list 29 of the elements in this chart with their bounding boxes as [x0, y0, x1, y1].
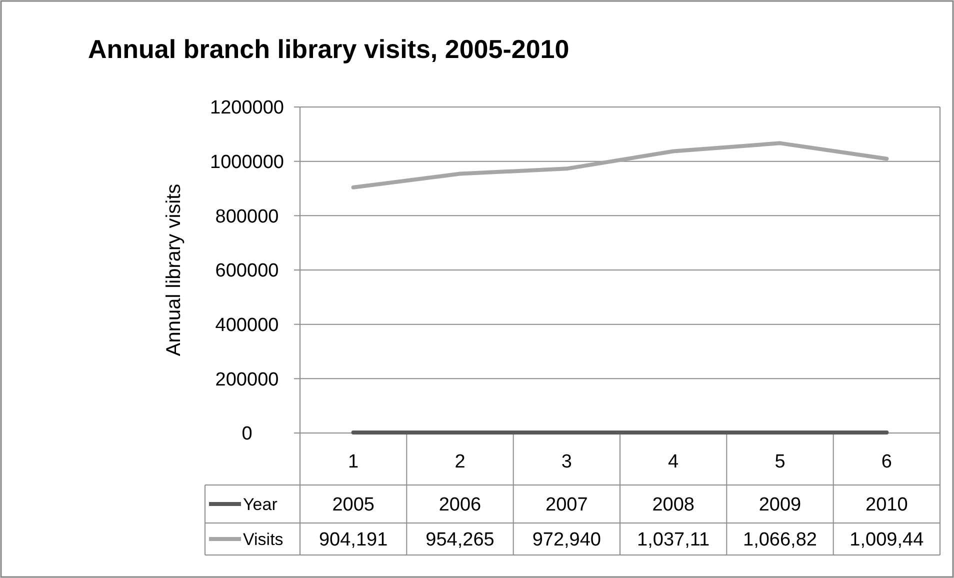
- chart-title: Annual branch library visits, 2005-2010: [88, 34, 570, 64]
- data-label: 972,940: [532, 530, 602, 551]
- data-label: 1,009,44: [850, 530, 924, 551]
- legend-label: Year: [243, 494, 278, 514]
- data-label: 2009: [758, 494, 802, 516]
- x-tick-label: 6: [881, 452, 892, 473]
- data-label: 1,066,82: [743, 530, 817, 551]
- y-tick-label: 800000: [215, 206, 279, 228]
- y-tick-label: 1200000: [210, 98, 284, 119]
- y-axis-title: Annual library visits: [163, 184, 185, 356]
- data-label: 2005: [332, 494, 374, 516]
- data-label: 954,265: [426, 530, 494, 551]
- data-label: 904,191: [318, 530, 388, 551]
- data-label: 2007: [546, 494, 588, 516]
- data-label: 2010: [866, 494, 908, 516]
- y-tick-label: 600000: [215, 260, 279, 282]
- y-tick-label: 200000: [215, 369, 279, 390]
- y-tick-label: 400000: [215, 314, 279, 336]
- x-tick-label: 1: [348, 452, 359, 473]
- data-label: 2008: [652, 494, 694, 516]
- data-label: 1,037,11: [637, 530, 710, 551]
- x-tick-label: 4: [668, 452, 680, 473]
- x-tick-label: 3: [561, 452, 572, 473]
- y-tick-label: 1000000: [210, 152, 284, 173]
- x-tick-label: 5: [774, 452, 786, 473]
- x-tick-label: 2: [454, 452, 466, 473]
- legend-label: Visits: [243, 530, 284, 549]
- data-label: 2006: [438, 494, 482, 516]
- y-tick-label: 0: [242, 424, 252, 445]
